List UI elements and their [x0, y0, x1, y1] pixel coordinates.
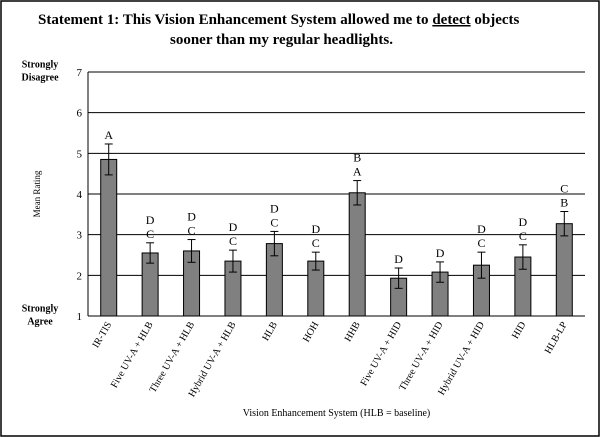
group-label: D [229, 220, 238, 234]
group-label: C [477, 236, 485, 250]
group-label: A [104, 128, 113, 142]
y-tick-label: 6 [77, 108, 83, 120]
group-label: D [187, 210, 196, 224]
error-bar [560, 210, 569, 237]
error-bar [187, 239, 196, 263]
error-bar [353, 180, 362, 206]
error-bar [104, 143, 113, 176]
y-end-label: Strongly [22, 60, 59, 71]
group-label: D [146, 213, 155, 227]
group-label: C [188, 224, 196, 238]
y-end-label: Strongly [22, 304, 59, 315]
error-bar [311, 251, 320, 271]
x-axis-title: Vision Enhancement System (HLB = baselin… [243, 408, 431, 419]
title-part: detect [432, 12, 470, 28]
y-end-label: Agree [27, 317, 53, 328]
group-label: A [353, 165, 362, 179]
error-bar [518, 244, 527, 270]
y-axis-title: Mean Rating [32, 170, 42, 217]
error-bar [146, 242, 155, 264]
group-label: D [394, 252, 403, 266]
y-tick-label: 3 [77, 230, 83, 242]
y-end-label: Disagree [21, 73, 59, 84]
bar [555, 223, 573, 317]
error-bar [228, 249, 237, 273]
bar [348, 192, 366, 317]
group-label: D [436, 246, 445, 260]
chart-title: Statement 1: This Vision Enhancement Sys… [38, 12, 520, 28]
error-bar [394, 267, 403, 289]
group-label: C [312, 236, 320, 250]
error-bar [436, 261, 445, 283]
chart-title: sooner than my regular headlights. [170, 32, 393, 48]
title-part: objects [471, 12, 520, 28]
group-label: C [519, 229, 527, 243]
group-label: C [229, 234, 237, 248]
y-tick-label: 5 [77, 148, 83, 160]
y-tick-label: 7 [77, 67, 83, 79]
error-bar [270, 230, 279, 257]
y-tick-label: 4 [77, 189, 83, 201]
group-label: D [519, 215, 528, 229]
y-tick-label: 1 [77, 311, 83, 323]
group-label: C [560, 181, 568, 195]
group-label: B [560, 195, 568, 209]
title-part: sooner than my regular headlights. [170, 32, 393, 48]
group-label: C [270, 215, 278, 229]
y-tick-label: 2 [77, 270, 83, 282]
group-label: D [311, 222, 320, 236]
group-label: D [477, 222, 486, 236]
error-bar [477, 251, 486, 279]
group-label: B [353, 151, 361, 165]
group-label: D [270, 201, 279, 215]
bar [100, 158, 118, 317]
title-part: Statement 1: This Vision Enhancement Sys… [38, 12, 432, 28]
group-label: C [146, 227, 154, 241]
